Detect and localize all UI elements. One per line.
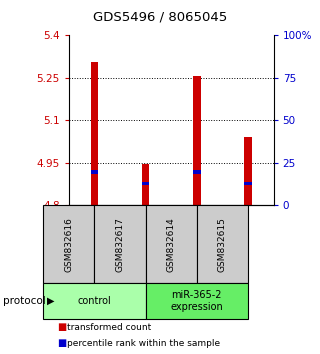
Text: GDS5496 / 8065045: GDS5496 / 8065045 [93, 11, 227, 24]
Text: transformed count: transformed count [67, 323, 151, 332]
Text: ■: ■ [58, 322, 67, 332]
Text: GSM832617: GSM832617 [116, 217, 124, 272]
Text: GSM832616: GSM832616 [64, 217, 73, 272]
Bar [244, 137, 252, 205]
Text: control: control [77, 296, 111, 306]
Bar [142, 182, 149, 185]
Bar [91, 171, 98, 174]
Bar [91, 62, 98, 205]
Text: ▶: ▶ [47, 296, 55, 306]
Text: ■: ■ [58, 338, 67, 348]
Text: miR-365-2
expression: miR-365-2 expression [171, 290, 223, 312]
Text: GSM832615: GSM832615 [218, 217, 227, 272]
Text: percentile rank within the sample: percentile rank within the sample [67, 339, 220, 348]
Text: protocol: protocol [3, 296, 46, 306]
Bar [244, 182, 252, 185]
Text: GSM832614: GSM832614 [167, 217, 176, 272]
Bar [142, 164, 149, 205]
Bar [193, 170, 201, 173]
Bar [193, 76, 201, 205]
